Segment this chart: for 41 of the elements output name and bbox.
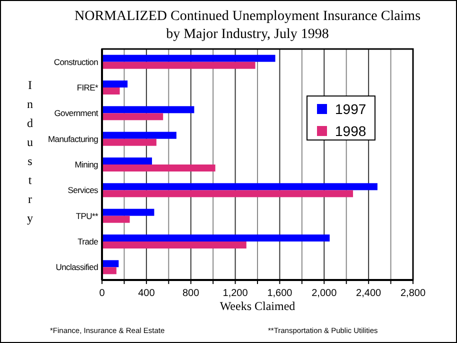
bar — [102, 158, 152, 164]
legend-label: 1997 — [335, 101, 366, 117]
y-tick-label: Unclassified — [56, 262, 99, 272]
bar — [102, 138, 156, 146]
x-tick-label: 0 — [99, 288, 106, 299]
bar — [102, 267, 116, 274]
chart-subtitle: by Major Industry, July 1998 — [166, 27, 329, 42]
x-tick-label: 1,200 — [222, 288, 248, 299]
y-tick-label: FIRE* — [76, 82, 99, 92]
x-tick-label: 2,000 — [312, 288, 338, 299]
bar — [102, 260, 119, 268]
bar — [102, 88, 120, 94]
bar — [102, 234, 330, 242]
legend-label: 1998 — [335, 123, 366, 139]
bar — [102, 190, 354, 198]
x-tick-label: 800 — [182, 288, 200, 299]
bar — [102, 62, 256, 69]
y-tick-label: Construction — [54, 56, 99, 67]
x-tick-label: 2,800 — [400, 288, 426, 299]
bar — [102, 80, 128, 88]
bar — [102, 54, 276, 62]
bar — [102, 113, 164, 120]
y-tick-label: Manufacturing — [48, 134, 99, 144]
bar — [102, 164, 216, 172]
x-tick-label: 1,600 — [267, 288, 293, 299]
bar — [102, 216, 130, 223]
y-tick-label: Trade — [78, 236, 99, 246]
bar — [102, 208, 154, 216]
chart-title: NORMALIZED Continued Unemployment Insurance Claims — [74, 9, 421, 24]
y-tick-label: Government — [54, 108, 99, 118]
x-tick-label: 2,400 — [356, 288, 382, 299]
x-axis-title: Weeks Claimed — [220, 299, 296, 313]
x-tick-label: 400 — [138, 288, 156, 299]
y-tick-label: Services — [68, 185, 98, 196]
y-tick-label: Mining — [74, 160, 99, 170]
bar — [102, 183, 378, 190]
bar — [102, 242, 246, 248]
y-tick-label: TPU** — [76, 210, 99, 221]
bar — [102, 132, 176, 139]
y-axis-title: Industry — [27, 78, 33, 225]
bar — [102, 106, 194, 114]
